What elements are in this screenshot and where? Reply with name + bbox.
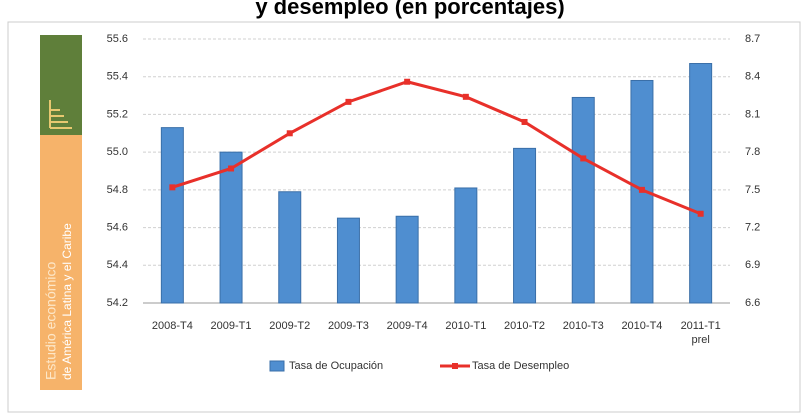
legend-swatch bbox=[452, 363, 458, 369]
bar bbox=[395, 215, 419, 304]
y-tick-label: 54.8 bbox=[107, 184, 128, 196]
line-marker bbox=[697, 210, 704, 217]
sidebar-text: Estudio económico bbox=[43, 261, 59, 380]
y-tick-label: 55.4 bbox=[107, 71, 128, 83]
y2-tick-label: 7.8 bbox=[745, 146, 760, 158]
bar bbox=[454, 187, 478, 304]
y-tick-label: 54.6 bbox=[107, 221, 128, 233]
y-tick-label: 54.2 bbox=[107, 297, 128, 309]
x-tick-label: 2011-T1 prel bbox=[680, 320, 721, 346]
bar bbox=[513, 147, 537, 304]
sidebar-logo bbox=[40, 35, 82, 135]
line-marker bbox=[228, 165, 235, 172]
y-tick-label: 55.2 bbox=[107, 108, 128, 120]
bar bbox=[219, 151, 243, 304]
x-tick-label: 2008-T4 bbox=[151, 320, 193, 332]
y2-tick-label: 7.2 bbox=[745, 221, 760, 233]
x-tick-label: 2010-T1 bbox=[445, 320, 487, 332]
x-tick-label: 2009-T1 bbox=[210, 320, 252, 332]
line-marker bbox=[462, 93, 469, 100]
x-tick-label: 2010-T3 bbox=[562, 320, 604, 332]
y2-tick-label: 6.6 bbox=[745, 297, 760, 309]
bar bbox=[336, 217, 360, 304]
legend-swatch bbox=[269, 360, 285, 372]
legend-label: Tasa de Ocupación bbox=[289, 360, 383, 372]
line-marker bbox=[521, 118, 528, 125]
y-tick-label: 55.6 bbox=[107, 33, 128, 45]
logo-lines bbox=[49, 100, 72, 129]
y2-tick-label: 8.1 bbox=[745, 108, 760, 120]
legend-label: Tasa de Desempleo bbox=[472, 360, 569, 372]
x-tick-label: 2009-T2 bbox=[269, 320, 311, 332]
bar bbox=[160, 127, 184, 304]
bar bbox=[278, 191, 302, 304]
line-marker bbox=[580, 155, 587, 162]
line-marker bbox=[345, 98, 352, 105]
x-tick-label: 2009-T3 bbox=[327, 320, 369, 332]
x-tick-label: 2010-T2 bbox=[504, 320, 546, 332]
bar bbox=[689, 63, 713, 304]
line-marker bbox=[286, 130, 293, 137]
y2-tick-label: 8.7 bbox=[745, 33, 760, 45]
line-marker bbox=[404, 78, 411, 85]
bar bbox=[571, 96, 595, 304]
line-marker bbox=[169, 184, 176, 191]
line bbox=[171, 80, 702, 216]
y2-tick-label: 7.5 bbox=[745, 184, 760, 196]
sidebar-text: de América Latina y el Caribe bbox=[60, 223, 74, 380]
line-marker bbox=[638, 186, 645, 193]
y2-tick-label: 6.9 bbox=[745, 259, 760, 271]
chart-title: y desempleo (en porcentajes) bbox=[255, 0, 564, 19]
x-tick-label: 2010-T4 bbox=[621, 320, 663, 332]
y-tick-label: 54.4 bbox=[107, 259, 128, 271]
y-tick-label: 55.0 bbox=[107, 146, 128, 158]
y2-tick-label: 8.4 bbox=[745, 71, 760, 83]
x-tick-label: 2009-T4 bbox=[386, 320, 428, 332]
